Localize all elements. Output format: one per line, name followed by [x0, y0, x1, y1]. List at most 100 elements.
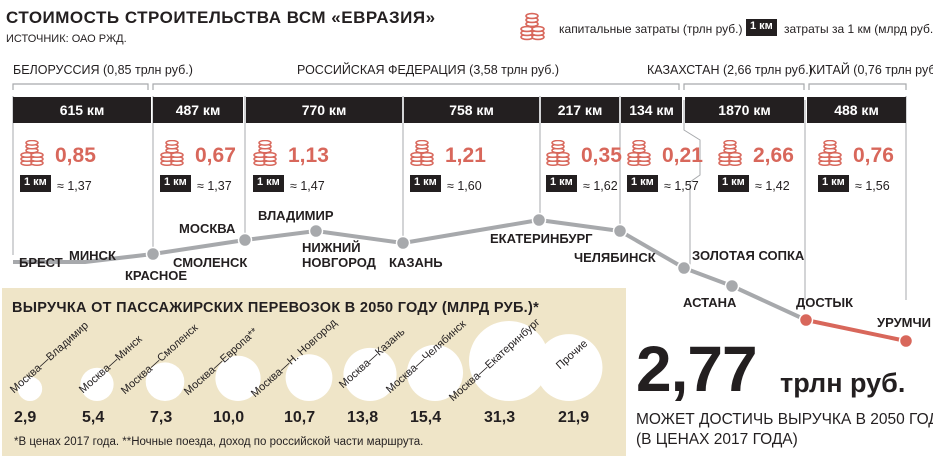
city-label-smolensk: СМОЛЕНСК — [173, 255, 248, 270]
segment-length-5: 217 км — [541, 97, 619, 123]
segment-length-1: 615 км — [13, 97, 151, 123]
segment-perkm-5: ≈ 1,62 — [583, 179, 618, 193]
segment-capex-5: 0,35 — [581, 144, 622, 167]
segment-length-4: 758 км — [404, 97, 539, 123]
revenue-bubble-2 — [80, 367, 114, 401]
segment-capex-7: 2,66 — [753, 144, 794, 167]
bracket-kazakhstan — [683, 83, 805, 90]
region-label-china: КИТАЙ (0,76 трлн руб.) — [809, 63, 933, 77]
station-marker-3 — [237, 232, 253, 248]
legend-capex-label: капитальные затраты (трлн руб.) — [559, 22, 743, 36]
segment-perkm-8: ≈ 1,56 — [855, 179, 890, 193]
kz-border-guide — [683, 100, 701, 266]
revenue-value-2: 5,4 — [82, 409, 105, 426]
bracket-china — [808, 83, 907, 90]
segment-km-badge-1: 1 км — [20, 172, 51, 192]
km-badge-text: 1 км — [718, 175, 749, 190]
city-label-chelyabinsk: ЧЕЛЯБИНСК — [574, 250, 656, 265]
station-marker-4 — [308, 223, 324, 239]
city-label-ekaterinburg: ЕКАТЕРИНБУРГ — [490, 231, 593, 246]
station-marker-5 — [395, 235, 411, 251]
revenue-bubbles — [17, 321, 603, 401]
legend-km-badge-text: 1 км — [746, 19, 777, 34]
revenue-value-4: 10,0 — [213, 409, 245, 426]
city-label-nizhny-novgorod: НИЖНИЙ НОВГОРОД — [302, 240, 376, 270]
city-label-moscow: МОСКВА — [179, 221, 236, 236]
segment-km-badge-7: 1 км — [718, 172, 749, 192]
coin-stack-icon — [20, 140, 44, 167]
total-revenue-unit: трлн руб. — [780, 368, 906, 398]
station-marker-9 — [724, 278, 740, 294]
segment-length-8: 488 км — [807, 97, 906, 123]
total-revenue-value: 2,77 — [636, 333, 758, 405]
city-label-astana: АСТАНА — [683, 295, 737, 310]
city-label-minsk: МИНСК — [69, 248, 116, 263]
km-badge-text: 1 км — [410, 175, 441, 190]
segment-perkm-7: ≈ 1,42 — [755, 179, 790, 193]
station-marker-8 — [676, 260, 692, 276]
segment-perkm-4: ≈ 1,60 — [447, 179, 482, 193]
revenue-value-7: 15,4 — [410, 409, 442, 426]
coin-stack-icon — [627, 140, 651, 167]
coin-stack-icon — [253, 140, 277, 167]
region-label-russia: РОССИЙСКАЯ ФЕДЕРАЦИЯ (3,58 трлн руб.) — [297, 63, 560, 77]
city-label-krasnoe: КРАСНОЕ — [125, 268, 188, 283]
coin-stack-icon — [818, 140, 842, 167]
coin-stack-icon — [520, 12, 545, 41]
segment-capex-2: 0,67 — [195, 144, 236, 167]
revenue-bubble-6 — [343, 347, 397, 401]
revenue-bubble-7 — [406, 344, 464, 401]
coin-stack-icon — [718, 140, 742, 167]
segment-km-badge-8: 1 км — [818, 172, 849, 192]
km-badge-text: 1 км — [818, 175, 849, 190]
revenue-value-6: 13,8 — [347, 409, 379, 426]
segment-capex-1: 0,85 — [55, 144, 96, 167]
coin-stack-icon — [160, 140, 184, 167]
revenue-bubble-4 — [215, 355, 261, 401]
segment-km-badge-6: 1 км — [627, 172, 658, 192]
km-badge-text: 1 км — [546, 175, 577, 190]
segment-km-badge-3: 1 км — [253, 172, 284, 192]
revenue-value-5: 10,7 — [284, 409, 316, 426]
city-label-vladimir: ВЛАДИМИР — [258, 208, 334, 223]
legend-km-badge: 1 км — [746, 16, 777, 36]
total-revenue-caption: МОЖЕТ ДОСТИЧЬ ВЫРУЧКА В 2050 ГОДУ (В ЦЕН… — [636, 410, 933, 450]
city-label-dostyk: ДОСТЫК — [796, 295, 854, 310]
station-marker-11 — [898, 333, 914, 349]
total-caption-line1: МОЖЕТ ДОСТИЧЬ ВЫРУЧКА В 2050 ГОДУ — [636, 411, 933, 428]
coin-stack-icon — [546, 140, 570, 167]
route-china — [805, 318, 907, 343]
revenue-footnote: *В ценах 2017 года. **Ночные поезда, дох… — [14, 436, 424, 448]
revenue-value-3: 7,3 — [150, 409, 173, 426]
segment-km-badge-2: 1 км — [160, 172, 191, 192]
source-note: ИСТОЧНИК: ОАО РЖД. — [6, 33, 127, 45]
city-label-kazan: КАЗАНЬ — [389, 255, 443, 270]
station-marker-6 — [531, 212, 547, 228]
legend-perkm-label: затраты за 1 км (млрд руб.) — [784, 22, 933, 36]
km-badge-text: 1 км — [160, 175, 191, 190]
station-marker-10 — [798, 312, 814, 328]
coin-stack-icon — [410, 140, 434, 167]
page-title: СТОИМОСТЬ СТРОИТЕЛЬСТВА ВСМ «ЕВРАЗИЯ» — [6, 8, 436, 27]
segment-perkm-3: ≈ 1,47 — [290, 179, 325, 193]
segment-capex-3: 1,13 — [288, 144, 329, 167]
bracket-russia — [152, 83, 680, 90]
segment-length-6: 134 км — [621, 97, 682, 123]
region-label-belarus: БЕЛОРУССИЯ (0,85 трлн руб.) — [13, 63, 193, 77]
total-caption-line2: (В ЦЕНАХ 2017 ГОДА) — [636, 431, 798, 448]
segment-perkm-6: ≈ 1,57 — [664, 179, 699, 193]
segment-km-badge-4: 1 км — [410, 172, 441, 192]
city-label-urumqi: УРУМЧИ — [877, 315, 931, 330]
segment-length-3: 770 км — [246, 97, 402, 123]
revenue-value-1: 2,9 — [14, 409, 37, 426]
revenue-bubble-5 — [285, 354, 333, 401]
km-badge-text: 1 км — [253, 175, 284, 190]
revenue-bubble-9 — [535, 334, 603, 401]
segment-km-badge-5: 1 км — [546, 172, 577, 192]
km-badge-text: 1 км — [627, 175, 658, 190]
region-label-kazakhstan: КАЗАХСТАН (2,66 трлн руб.) — [647, 63, 813, 77]
revenue-title: ВЫРУЧКА ОТ ПАССАЖИРСКИХ ПЕРЕВОЗОК В 2050… — [12, 300, 540, 316]
segment-perkm-2: ≈ 1,37 — [197, 179, 232, 193]
segment-length-7: 1870 км — [685, 97, 804, 123]
revenue-value-8: 31,3 — [484, 409, 516, 426]
